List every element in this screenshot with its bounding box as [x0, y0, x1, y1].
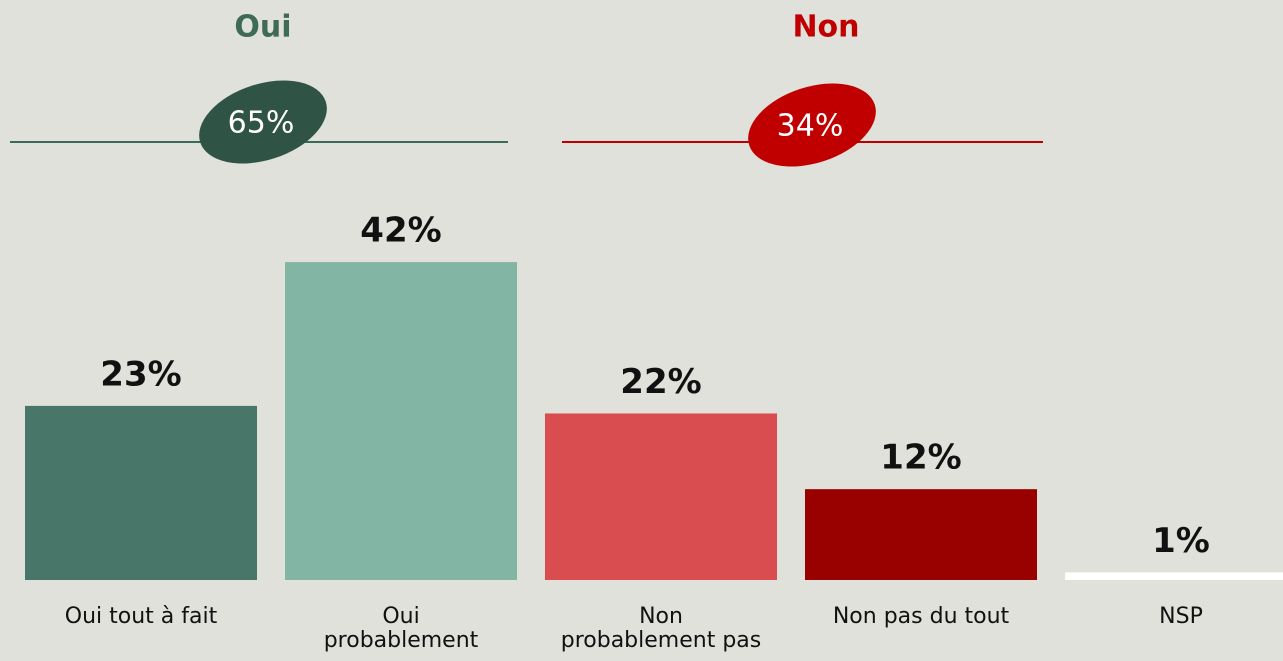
category-label: Non probablement pas: [560, 604, 762, 653]
value-label: 12%: [880, 438, 961, 478]
group-value: 65%: [228, 106, 295, 141]
bar: [1065, 572, 1283, 580]
category-label: Oui tout à fait: [64, 604, 218, 629]
category-label: Oui probablement: [323, 604, 479, 653]
bar: [805, 489, 1037, 580]
value-label: 1%: [1152, 521, 1210, 561]
group-value: 34%: [777, 109, 844, 144]
group-badge: [748, 83, 876, 167]
bar: [25, 405, 257, 580]
value-label: 23%: [100, 354, 181, 394]
bar: [285, 262, 517, 580]
value-label: 42%: [360, 211, 441, 251]
bar: [545, 413, 777, 580]
group-title: Non: [792, 10, 859, 45]
group-title: Oui: [234, 10, 291, 45]
group-badge: [199, 80, 327, 164]
category-label: NSP: [1159, 604, 1203, 629]
category-label: Non pas du tout: [832, 604, 1010, 629]
value-label: 22%: [620, 362, 701, 402]
